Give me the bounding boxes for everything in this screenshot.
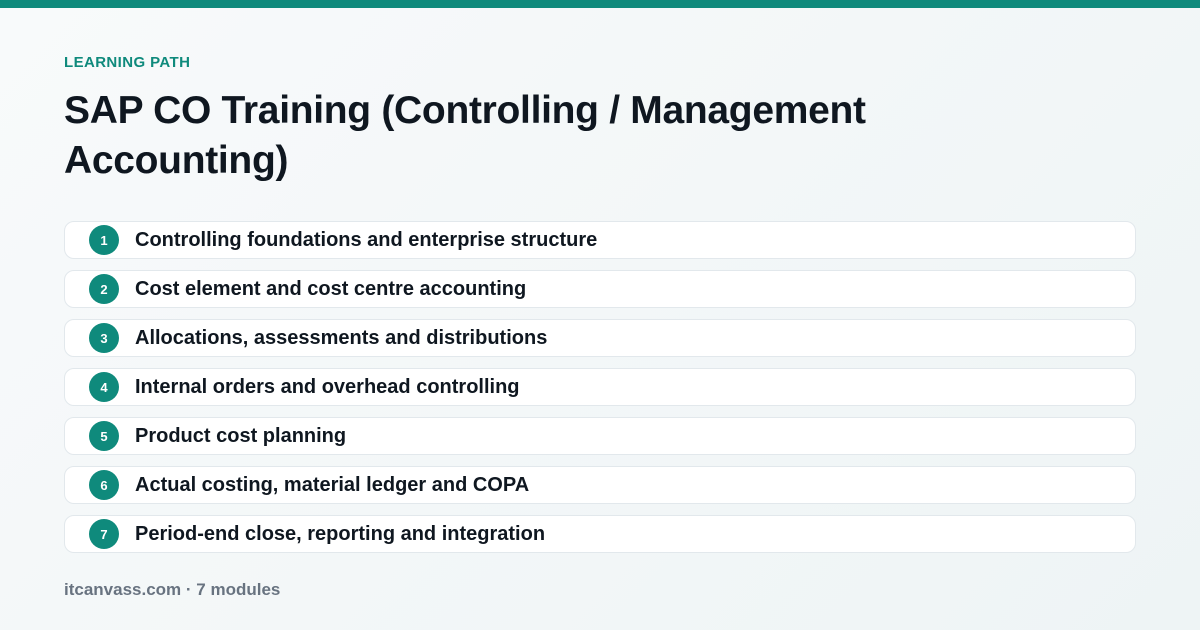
eyebrow-label: LEARNING PATH bbox=[64, 54, 191, 71]
module-item: 6 Actual costing, material ledger and CO… bbox=[64, 466, 1136, 504]
module-number-badge: 5 bbox=[89, 421, 119, 451]
module-number-badge: 6 bbox=[89, 470, 119, 500]
module-label: Internal orders and overhead controlling bbox=[135, 375, 520, 398]
module-item: 7 Period-end close, reporting and integr… bbox=[64, 515, 1136, 553]
top-accent-bar bbox=[0, 0, 1200, 8]
module-item: 3 Allocations, assessments and distribut… bbox=[64, 319, 1136, 357]
module-label: Controlling foundations and enterprise s… bbox=[135, 228, 598, 251]
module-list: 1 Controlling foundations and enterprise… bbox=[64, 221, 1136, 564]
module-label: Period-end close, reporting and integrat… bbox=[135, 522, 546, 545]
module-item: 2 Cost element and cost centre accountin… bbox=[64, 270, 1136, 308]
module-item: 4 Internal orders and overhead controlli… bbox=[64, 368, 1136, 406]
module-item: 5 Product cost planning bbox=[64, 417, 1136, 455]
module-label: Product cost planning bbox=[135, 424, 347, 447]
module-label: Cost element and cost centre accounting bbox=[135, 277, 527, 300]
module-number-badge: 4 bbox=[89, 372, 119, 402]
module-number-badge: 7 bbox=[89, 519, 119, 549]
module-number-badge: 1 bbox=[89, 225, 119, 255]
module-label: Allocations, assessments and distributio… bbox=[135, 326, 548, 349]
module-item: 1 Controlling foundations and enterprise… bbox=[64, 221, 1136, 259]
footer-text: itcanvass.com · 7 modules bbox=[64, 580, 281, 599]
module-number-badge: 3 bbox=[89, 323, 119, 353]
module-label: Actual costing, material ledger and COPA bbox=[135, 473, 530, 496]
page-title: SAP CO Training (Controlling / Managemen… bbox=[64, 89, 866, 182]
module-number-badge: 2 bbox=[89, 274, 119, 304]
